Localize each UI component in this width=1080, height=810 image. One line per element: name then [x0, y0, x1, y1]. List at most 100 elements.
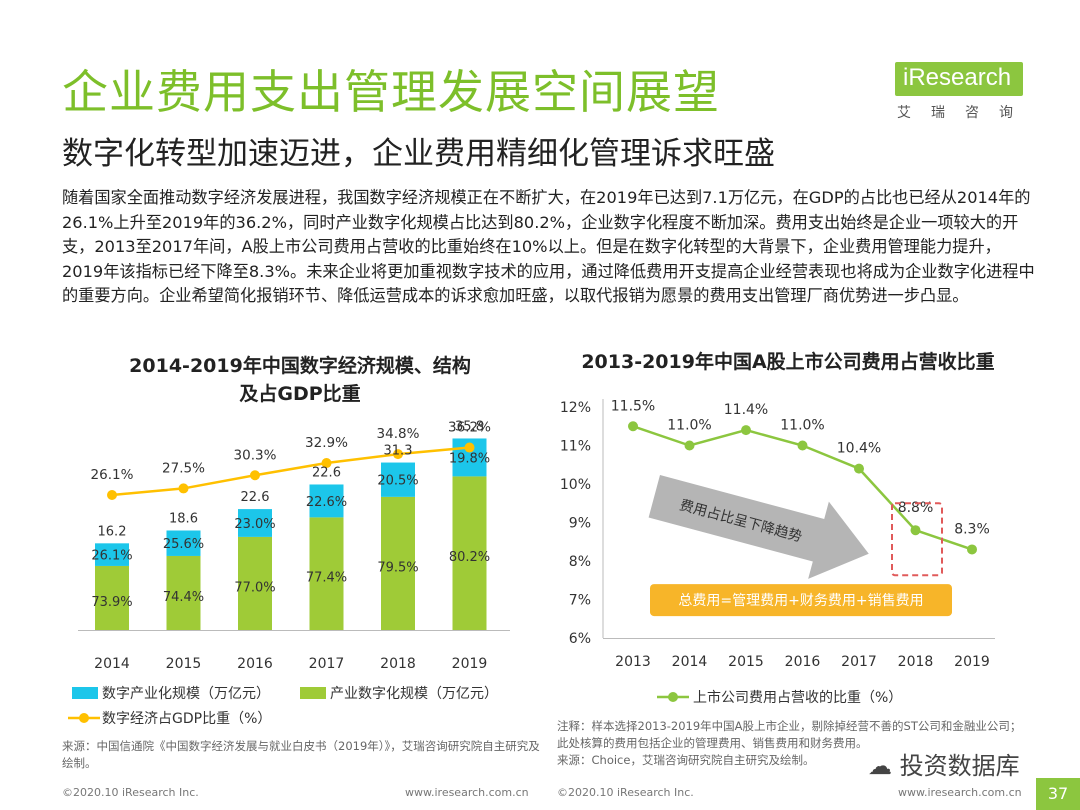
x-tick-label: 2018	[898, 654, 934, 670]
y-tick-label: 8%	[569, 554, 591, 570]
cyan-share-label: 26.1%	[91, 549, 132, 564]
cyan-share-label: 23.0%	[234, 517, 275, 532]
formula-box	[650, 584, 952, 617]
bar-digital-industrialization	[381, 462, 415, 497]
expense-ratio-point	[967, 544, 977, 555]
green-share-label: 79.5%	[377, 560, 418, 575]
gdp-share-label: 27.5%	[162, 460, 205, 476]
bar-digital-industrialization	[166, 530, 201, 556]
left-chart-bars	[95, 438, 487, 630]
left-chart-title-line2: 及占GDP比重	[239, 383, 361, 405]
logo-box	[895, 62, 1023, 96]
bar-total-label: 31.3	[384, 444, 413, 459]
bar-industry-digitization	[452, 476, 487, 630]
y-tick-label: 6%	[569, 631, 591, 647]
y-tick-label: 9%	[569, 516, 591, 532]
iresearch-logo: iResearch 艾瑞咨询	[895, 62, 1035, 122]
watermark-text: 投资数据库	[899, 752, 1020, 780]
green-share-label: 80.2%	[449, 550, 490, 565]
left-chart-legend: 数字产业化规模（万亿元） 产业数字化规模（万亿元） 数字经济占GDP比重（%）	[68, 686, 498, 727]
expense-ratio-point	[854, 463, 864, 474]
legend-label-green: 产业数字化规模（万亿元）	[330, 686, 498, 702]
trend-arrow-group: 费用占比呈下降趋势	[648, 475, 869, 579]
legend-swatch-cyan	[72, 687, 98, 699]
gdp-share-point	[107, 490, 117, 500]
bar-total-label: 22.6	[312, 465, 341, 480]
gdp-share-label: 36.2%	[448, 420, 491, 436]
left-chart-line	[78, 442, 510, 631]
y-tick-label: 7%	[569, 593, 591, 609]
right-note-line1: 注释：样本选择2013-2019年中国A股上市企业，剔除掉经营不善的ST公司和金…	[557, 719, 1022, 733]
bar-total-label: 35.8	[455, 419, 484, 434]
gdp-share-label: 34.8%	[377, 426, 420, 442]
left-chart-title: 2014-2019年中国数字经济规模、结构 及占GDP比重	[90, 352, 510, 408]
y-tick-label: 11%	[560, 439, 591, 455]
x-tick-label: 2018	[380, 656, 416, 672]
right-chart-title: 2013-2019年中国A股上市公司费用占营收比重	[581, 351, 995, 373]
x-tick-label: 2016	[785, 654, 821, 670]
green-share-label: 73.9%	[91, 595, 132, 610]
page-subtitle: 数字化转型加速迈进，企业费用精细化管理诉求旺盛	[62, 136, 775, 172]
expense-ratio-label: 11.0%	[667, 418, 711, 434]
bar-industry-digitization	[309, 517, 344, 630]
expense-ratio-point	[741, 425, 751, 436]
wechat-icon: ☁	[868, 752, 892, 780]
bar-digital-industrialization	[95, 543, 129, 566]
right-chart: 12% 11% 10% 9% 8% 7% 6% 2013 2014 2015 2016 2017 201…	[560, 398, 995, 705]
x-tick-label: 2016	[237, 656, 273, 672]
x-tick-label: 2019	[954, 654, 990, 670]
x-tick-label: 2015	[166, 656, 202, 672]
legend-line-dot	[79, 713, 89, 723]
trend-arrow: 费用占比呈下降趋势	[648, 475, 869, 579]
bar-industry-digitization	[166, 555, 201, 630]
expense-ratio-label: 11.5%	[611, 398, 655, 414]
x-tick-label: 2013	[615, 654, 651, 670]
bar-total-label: 16.2	[98, 524, 127, 539]
green-share-label: 77.0%	[234, 580, 275, 595]
bar-total-label: 22.6	[241, 490, 270, 505]
cyan-share-label: 19.8%	[449, 451, 490, 466]
gdp-share-label: 30.3%	[234, 447, 277, 463]
bar-digital-industrialization	[238, 509, 272, 537]
x-tick-label: 2014	[94, 656, 130, 672]
highlight-dashed-box	[891, 502, 943, 577]
logo-cn: 艾瑞咨询	[897, 105, 1033, 121]
copyright-right: ©2020.10 iResearch Inc.	[557, 786, 694, 799]
legend-label-cyan: 数字产业化规模（万亿元）	[102, 686, 270, 702]
bar-industry-digitization	[381, 496, 415, 630]
cyan-share-label: 25.6%	[163, 537, 204, 552]
gdp-share-point	[464, 442, 475, 453]
expense-ratio-point	[910, 525, 921, 536]
expense-ratio-point	[628, 421, 638, 432]
website-right: www.iresearch.com.cn	[898, 786, 1022, 799]
intro-paragraph: 随着国家全面推动数字经济发展进程，我国数字经济规模正在不断扩大，在2019年已达…	[62, 188, 1035, 305]
bar-industry-digitization	[95, 565, 129, 630]
x-tick-label: 2014	[672, 654, 708, 670]
right-note: 注释：样本选择2013-2019年中国A股上市企业，剔除掉经营不善的ST公司和金…	[557, 718, 1037, 769]
gdp-share-label: 26.1%	[91, 467, 134, 483]
y-tick-label: 12%	[560, 400, 591, 416]
expense-ratio-label: 11.0%	[780, 418, 824, 434]
gdp-share-point	[250, 470, 260, 481]
right-source: 来源：Choice，艾瑞咨询研究院自主研究及绘制。	[557, 753, 815, 767]
legend-swatch-green	[300, 687, 326, 699]
gdp-share-point	[321, 458, 332, 469]
logo-text: iResearch	[903, 64, 1012, 91]
expense-ratio-label: 11.4%	[724, 402, 768, 418]
left-chart: 16.2 26.1% 73.9% 2014 26.1% 18.6 25.6% 74.4% 201…	[68, 419, 510, 727]
copyright-left: ©2020.10 iResearch Inc.	[62, 786, 199, 799]
green-share-label: 77.4%	[306, 571, 347, 586]
x-tick-label: 2017	[841, 654, 877, 670]
bar-industry-digitization	[238, 536, 272, 630]
bar-total-label: 18.6	[169, 511, 198, 526]
green-share-label: 74.4%	[163, 590, 204, 605]
gdp-share-point	[393, 449, 403, 460]
expense-ratio-label: 10.4%	[837, 441, 881, 457]
cyan-share-label: 20.5%	[377, 474, 418, 489]
x-tick-label: 2015	[728, 654, 764, 670]
left-chart-title-line1: 2014-2019年中国数字经济规模、结构	[129, 355, 471, 377]
left-chart-labels: 16.2 26.1% 73.9% 2014 26.1% 18.6 25.6% 74.4% 201…	[91, 419, 492, 672]
website-left: www.iresearch.com.cn	[405, 786, 529, 799]
expense-ratio-point	[797, 440, 808, 451]
